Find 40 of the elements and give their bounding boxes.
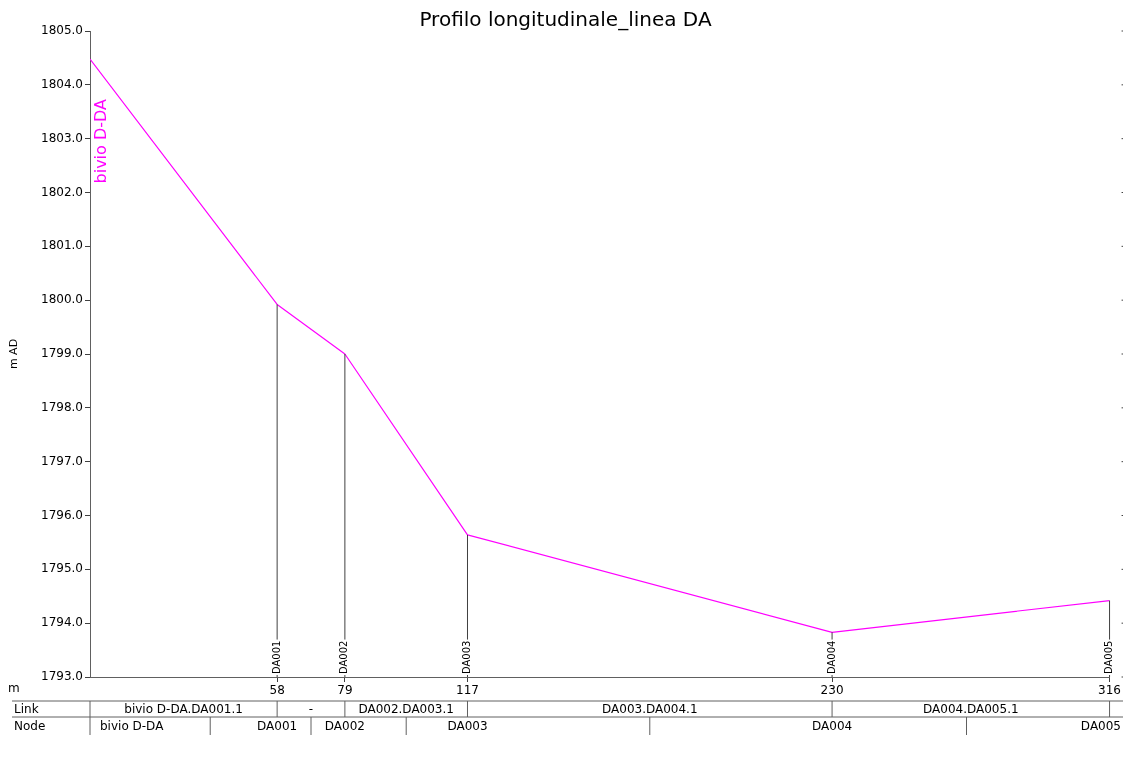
ref-line-label: DA001 (270, 640, 282, 674)
text: Link (14, 702, 39, 717)
text: DA003.DA004.1 (602, 702, 698, 717)
x-tick-label: 230 (820, 683, 844, 698)
text: bivio D-DA (100, 719, 165, 734)
text: DA004 (812, 719, 853, 734)
ref-line-label: DA003 (461, 640, 473, 674)
text: bivio D-DA.DA001.1 (124, 702, 243, 717)
text: DA002.DA003.1 (358, 702, 454, 717)
y-tick-label: 1804.0 (41, 76, 83, 91)
text: DA002 (324, 719, 365, 734)
x-tick-label: 58 (269, 683, 285, 698)
y-axis-title: m AD (7, 338, 21, 370)
y-tick-label: 1800.0 (41, 292, 83, 307)
text: DA004.DA005.1 (923, 702, 1019, 717)
ref-line-label: DA005 (1103, 640, 1115, 674)
y-tick-label: 1801.0 (41, 238, 83, 253)
chart-title: Profilo longitudinale_linea DA (419, 7, 712, 32)
y-tick-label: 1805.0 (41, 23, 83, 38)
text: - (308, 702, 314, 717)
text: bivio D-DA (91, 98, 111, 184)
y-tick-label: 1797.0 (41, 453, 83, 468)
y-tick-label: 1802.0 (41, 184, 83, 199)
text: DA005 (1080, 719, 1122, 734)
y-tick-label: 1803.0 (41, 130, 83, 145)
x-tick-label: 79 (337, 683, 353, 698)
text: DA003 (447, 719, 488, 734)
ref-line-label: DA004 (825, 640, 837, 674)
y-tick-label: 1793.0 (41, 669, 83, 684)
x-tick-label: 117 (456, 683, 479, 698)
text: DA001 (257, 719, 298, 734)
y-tick-label: 1794.0 (41, 615, 83, 630)
x-axis-title: m (8, 681, 20, 696)
y-tick-label: 1799.0 (41, 346, 83, 361)
y-tick-label: 1798.0 (41, 399, 83, 414)
y-tick-label: 1795.0 (41, 561, 83, 576)
x-tick-label: 316 (1098, 683, 1121, 698)
y-tick-label: 1796.0 (41, 507, 83, 522)
ref-line-label: DA002 (338, 640, 350, 674)
text: Node (14, 719, 46, 734)
